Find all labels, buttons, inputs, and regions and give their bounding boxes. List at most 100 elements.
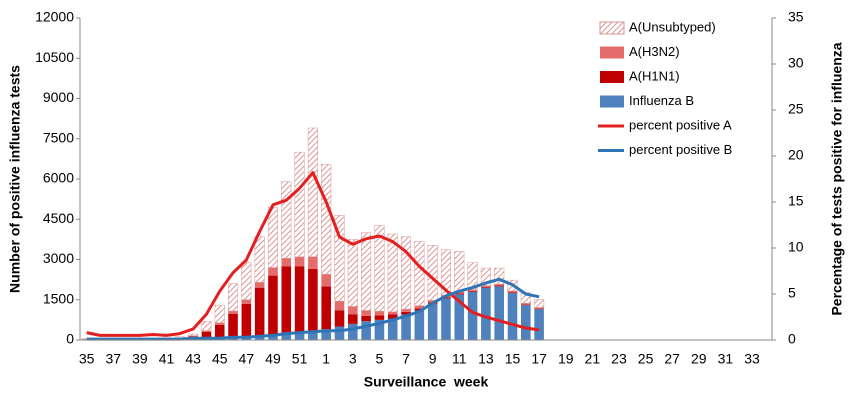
bar-segment [214, 324, 225, 339]
legend-swatch [600, 71, 624, 83]
bar-segment [268, 275, 278, 335]
legend-label: percent positive A [629, 117, 732, 132]
line [86, 171, 540, 337]
x-tick-label: 33 [744, 351, 760, 367]
bar-segment [481, 286, 491, 288]
bar-segment [228, 337, 238, 340]
bar-segment [441, 298, 451, 340]
bar-segment [414, 305, 425, 309]
bar-segment [534, 308, 544, 310]
x-tick-label: 43 [185, 351, 201, 367]
y-tick-label: 6000 [43, 170, 74, 186]
y2-tick-label: 25 [788, 101, 804, 117]
x-tick-label: 31 [718, 351, 734, 367]
bar-segment [214, 304, 225, 324]
y2-axis-title: Percentage of tests positive for influen… [829, 42, 845, 315]
bar-segment [387, 311, 398, 315]
bar-segment [347, 239, 358, 307]
bar-segment [361, 321, 371, 340]
bar-segment [374, 319, 385, 340]
bar-segment [281, 333, 292, 340]
y2-tick-label: 30 [788, 55, 804, 71]
y-axis-title: Number of positive influenza tests [7, 65, 23, 293]
bar-segment [467, 289, 478, 291]
bar-segment [427, 303, 438, 340]
bar-segment [361, 315, 371, 322]
bar-segment [454, 294, 465, 340]
x-tick-label: 5 [376, 351, 384, 367]
bar-segment [321, 286, 331, 330]
bar-segment [308, 256, 318, 269]
x-tick-label: 49 [265, 351, 281, 367]
x-tick-label: 45 [212, 351, 228, 367]
legend-swatch [600, 46, 624, 59]
bar-segment [307, 127, 318, 258]
bar-segment [534, 309, 544, 340]
bar-segment [494, 267, 505, 285]
bar-segment [521, 305, 531, 340]
bar-segment [414, 241, 425, 306]
bar-segment [321, 329, 331, 340]
x-tick-label: 27 [664, 351, 680, 367]
bar-segment [308, 330, 318, 340]
x-tick-label: 47 [239, 351, 255, 367]
y-tick-label: 4500 [43, 210, 74, 226]
bar-segment [201, 331, 212, 339]
bar-segment [281, 266, 292, 334]
y2-tick-label: 0 [788, 331, 796, 347]
x-tick-label: 21 [585, 351, 601, 367]
bar-segment [534, 299, 545, 308]
bar-segment [268, 334, 278, 340]
bar-segment [401, 314, 411, 340]
y-tick-label: 10500 [35, 49, 74, 65]
bar-segment [401, 309, 411, 312]
y2-tick-label: 15 [788, 193, 804, 209]
bar-segment [294, 256, 305, 267]
bar-segment [467, 291, 478, 340]
x-tick-label: 3 [349, 351, 357, 367]
bar-segment [348, 314, 358, 324]
legend-swatch [599, 21, 625, 35]
bar-segment [214, 322, 225, 325]
y-tick-label: 12000 [35, 9, 74, 25]
bar-segment [481, 285, 491, 287]
y2-tick-label: 5 [788, 285, 796, 301]
x-tick-label: 35 [79, 351, 95, 367]
x-axis-title: Surveillance week [364, 374, 489, 390]
bar-segment [521, 304, 531, 306]
legend-label: percent positive B [629, 142, 732, 157]
x-tick-label: 9 [429, 351, 437, 367]
y-tick-label: 3000 [43, 250, 74, 266]
bar-segment [480, 267, 491, 286]
bar-segment [254, 335, 265, 340]
y-tick-label: 7500 [43, 129, 74, 145]
bar-segment [188, 333, 199, 336]
bar-segment [374, 315, 385, 320]
x-tick-label: 13 [478, 351, 494, 367]
bar-segment [334, 326, 345, 340]
bar-segment [294, 331, 305, 340]
y-tick-label: 1500 [43, 290, 74, 306]
bar-segment [228, 313, 238, 338]
x-tick-label: 51 [292, 351, 308, 367]
bar-segment [241, 299, 252, 304]
x-tick-label: 11 [452, 351, 467, 367]
bar-segment [414, 308, 425, 311]
x-tick-label: 17 [531, 351, 547, 367]
bar-segment [201, 330, 212, 332]
bar-segment [201, 320, 212, 331]
bar-segment [387, 318, 398, 340]
bar-segment [454, 293, 465, 295]
x-tick-label: 41 [159, 351, 175, 367]
x-tick-label: 39 [132, 351, 148, 367]
legend-swatch [600, 95, 624, 108]
bar-segment [254, 282, 265, 288]
bar-segment [294, 266, 305, 332]
y-tick-label: 9000 [43, 89, 74, 105]
bar-segment [507, 293, 518, 340]
bar-segment [467, 262, 478, 290]
bar-segment [241, 261, 252, 300]
bar-segment [321, 274, 331, 287]
bar-segment [321, 163, 332, 275]
